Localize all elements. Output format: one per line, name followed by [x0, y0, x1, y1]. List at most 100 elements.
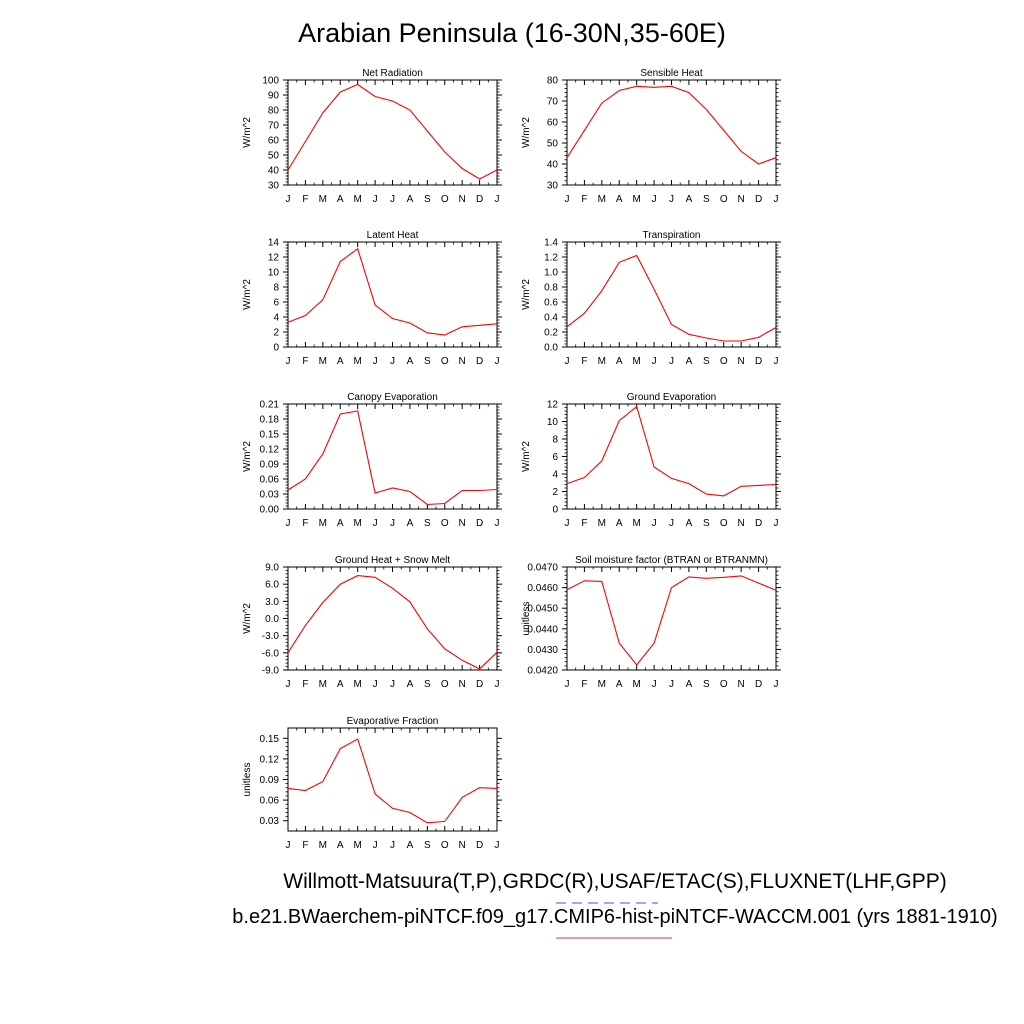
y-tick-label: 0.15 — [260, 430, 280, 441]
y-tick-label: 0.0 — [544, 343, 558, 354]
series-line — [566, 254, 777, 342]
y-axis-label: unitless — [242, 763, 253, 797]
series-line — [287, 738, 498, 824]
panel-title: Soil moisture factor (BTRAN or BTRANMN) — [575, 555, 768, 566]
plot-frame — [566, 566, 777, 671]
x-tick-label: F — [302, 679, 308, 690]
x-tick-label: S — [424, 356, 431, 367]
panel-title: Ground Heat + Snow Melt — [335, 555, 451, 566]
x-tick-label: O — [720, 194, 728, 205]
panel-title: Net Radiation — [362, 68, 423, 79]
y-tick-label: 3.0 — [265, 597, 279, 608]
x-tick-label: F — [581, 194, 587, 205]
x-tick-label: J — [373, 356, 378, 367]
x-tick-label: J — [495, 840, 500, 851]
x-tick-label: M — [353, 679, 361, 690]
series-line — [566, 575, 777, 666]
x-tick-label: M — [632, 679, 640, 690]
y-tick-label: 0.6 — [544, 298, 558, 309]
y-axis-label: W/m^2 — [242, 603, 253, 634]
x-tick-label: F — [302, 518, 308, 529]
x-tick-label: D — [755, 518, 762, 529]
x-tick-label: J — [373, 518, 378, 529]
x-tick-label: F — [302, 840, 308, 851]
figure-title: Arabian Peninsula (16-30N,35-60E) — [298, 18, 726, 48]
x-tick-label: J — [652, 356, 657, 367]
y-tick-label: 90 — [268, 91, 280, 102]
x-tick-label: M — [598, 679, 606, 690]
x-tick-label: N — [738, 518, 745, 529]
x-tick-label: J — [286, 356, 291, 367]
x-tick-label: O — [441, 518, 449, 529]
series-line — [566, 405, 777, 497]
x-tick-label: J — [286, 194, 291, 205]
x-tick-label: A — [616, 356, 623, 367]
y-tick-label: 10 — [547, 417, 559, 428]
series-line — [287, 83, 498, 180]
y-tick-label: 30 — [547, 181, 559, 192]
x-tick-label: D — [476, 840, 483, 851]
y-tick-label: 70 — [547, 97, 559, 108]
x-tick-label: M — [632, 194, 640, 205]
x-tick-label: F — [581, 679, 587, 690]
x-tick-label: A — [407, 679, 414, 690]
series-line — [287, 410, 498, 506]
y-tick-label: 0.0440 — [527, 624, 558, 635]
x-tick-label: J — [390, 679, 395, 690]
y-tick-label: 0.03 — [260, 816, 280, 827]
x-tick-label: O — [720, 679, 728, 690]
x-tick-label: A — [686, 356, 693, 367]
x-tick-label: D — [755, 194, 762, 205]
x-tick-label: A — [337, 840, 344, 851]
y-tick-label: 0.0420 — [527, 666, 558, 677]
y-axis-label: W/m^2 — [242, 441, 253, 472]
x-tick-label: J — [390, 194, 395, 205]
y-tick-label: 0.15 — [260, 734, 280, 745]
series-line — [566, 85, 777, 165]
x-tick-label: J — [565, 679, 570, 690]
panel-title: Ground Evaporation — [627, 392, 717, 403]
x-tick-label: S — [703, 518, 710, 529]
x-tick-label: N — [459, 679, 466, 690]
y-tick-label: 0.0470 — [527, 563, 558, 574]
y-tick-label: 50 — [547, 139, 559, 150]
y-tick-label: 1.4 — [544, 238, 558, 249]
y-tick-label: 9.0 — [265, 563, 279, 574]
x-tick-label: J — [774, 679, 779, 690]
y-tick-label: 0.8 — [544, 283, 558, 294]
x-tick-label: N — [738, 356, 745, 367]
y-tick-label: 4 — [552, 470, 558, 481]
plot-frame — [287, 79, 498, 186]
plot-frame — [566, 79, 777, 186]
footer-datasets: Willmott-Matsuura(T,P),GRDC(R),USAF/ETAC… — [283, 870, 947, 893]
x-tick-label: M — [598, 194, 606, 205]
y-tick-label: 40 — [547, 160, 559, 171]
y-tick-label: 0.00 — [260, 505, 280, 516]
x-tick-label: J — [390, 356, 395, 367]
y-tick-label: 4 — [273, 313, 279, 324]
x-tick-label: N — [459, 356, 466, 367]
y-tick-label: 0.0460 — [527, 583, 558, 594]
y-tick-label: 6 — [273, 298, 279, 309]
y-tick-label: 10 — [268, 268, 280, 279]
x-tick-label: J — [373, 679, 378, 690]
x-tick-label: J — [669, 356, 674, 367]
y-tick-label: -9.0 — [262, 666, 280, 677]
x-tick-label: S — [703, 679, 710, 690]
y-tick-label: 8 — [273, 283, 279, 294]
x-tick-label: A — [337, 356, 344, 367]
y-tick-label: 0.09 — [260, 460, 280, 471]
panel-title: Latent Heat — [367, 230, 419, 241]
x-tick-label: M — [319, 194, 327, 205]
x-tick-label: O — [441, 840, 449, 851]
y-tick-label: 0.2 — [544, 328, 558, 339]
x-tick-label: N — [459, 840, 466, 851]
series-line — [287, 575, 498, 670]
y-tick-label: 6.0 — [265, 580, 279, 591]
plot-frame — [287, 403, 498, 510]
x-tick-label: A — [616, 518, 623, 529]
